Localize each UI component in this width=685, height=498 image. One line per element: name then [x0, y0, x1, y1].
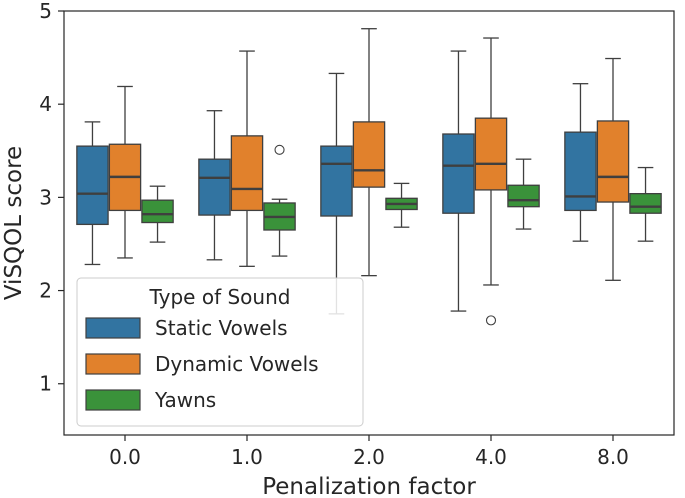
box-dynamic-vowels — [230, 50, 264, 267]
boxes-layer — [76, 28, 662, 326]
box-iqr — [564, 131, 597, 212]
box-iqr — [629, 192, 662, 214]
box-yawns — [141, 185, 174, 243]
y-tick-label: 4 — [39, 92, 52, 116]
box-iqr — [76, 145, 109, 226]
box-iqr — [230, 135, 264, 212]
legend-entry-label: Static Vowels — [155, 316, 288, 340]
legend-box — [76, 277, 364, 427]
x-tick-label: 8.0 — [597, 445, 629, 469]
box-iqr — [596, 120, 630, 203]
box-iqr — [320, 145, 353, 217]
legend-swatch — [85, 389, 141, 411]
x-axis-label: Penalization factor — [262, 474, 476, 498]
legend: Type of Sound Static Vowels Dynamic Vowel… — [76, 277, 364, 427]
y-axis-label: ViSQOL score — [1, 146, 27, 300]
box-iqr — [198, 158, 231, 216]
x-tick-label: 0.0 — [109, 445, 141, 469]
y-tick-label: 2 — [39, 279, 52, 303]
x-axis: 0.0 1.0 2.0 4.0 8.0 — [109, 435, 629, 469]
box-static-vowels — [320, 72, 353, 315]
box-iqr — [352, 121, 386, 188]
box-dynamic-vowels — [108, 85, 142, 259]
box-yawns — [507, 158, 540, 230]
y-axis: 1 2 3 4 5 — [39, 0, 64, 396]
box-dynamic-vowels — [474, 37, 508, 326]
box-iqr — [141, 199, 174, 224]
x-tick-label: 1.0 — [231, 445, 263, 469]
legend-swatch — [85, 317, 141, 339]
box-static-vowels — [76, 121, 109, 266]
box-dynamic-vowels — [352, 28, 386, 277]
x-tick-label: 4.0 — [475, 445, 507, 469]
legend-entries: Static Vowels Dynamic Vowels Yawns — [85, 316, 319, 412]
box-iqr — [442, 133, 475, 214]
y-tick-label: 5 — [39, 0, 52, 23]
box-static-vowels — [198, 110, 231, 261]
box-yawns — [629, 166, 662, 242]
legend-entry-label: Yawns — [154, 388, 216, 412]
box-iqr — [474, 117, 508, 191]
outlier-point — [485, 315, 497, 326]
outlier-point — [274, 144, 285, 155]
legend-entry-label: Dynamic Vowels — [155, 352, 319, 376]
legend-swatch — [85, 353, 141, 375]
x-tick-label: 2.0 — [353, 445, 385, 469]
box-yawns — [263, 144, 296, 257]
y-tick-label: 3 — [39, 185, 52, 209]
box-static-vowels — [564, 83, 597, 242]
box-iqr — [507, 184, 540, 208]
box-dynamic-vowels — [596, 57, 630, 281]
y-tick-label: 1 — [39, 372, 52, 396]
legend-title: Type of Sound — [149, 285, 291, 309]
box-static-vowels — [442, 50, 475, 312]
box-yawns — [385, 182, 418, 228]
